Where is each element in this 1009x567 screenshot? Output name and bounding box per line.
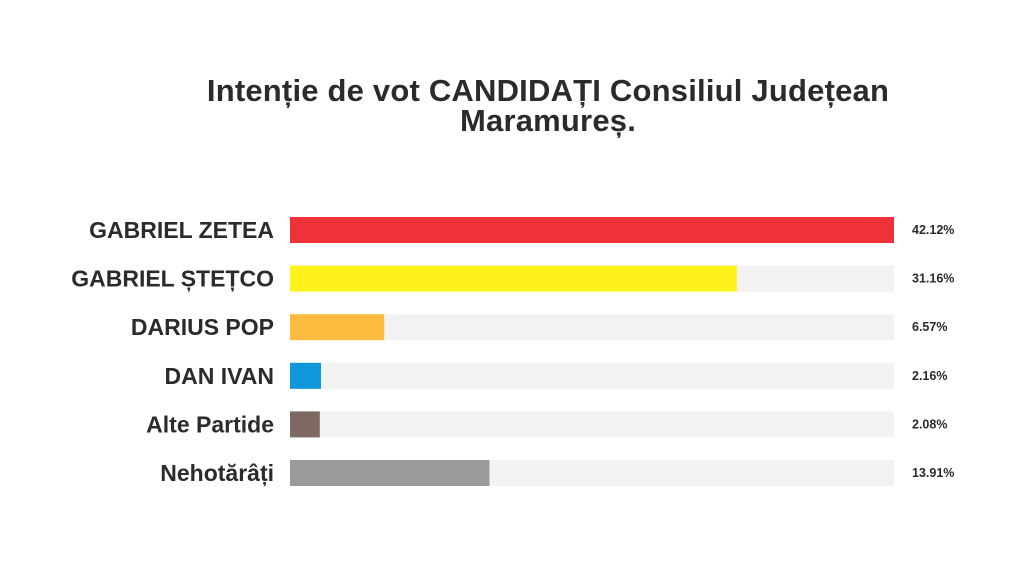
value-label: 42.12%	[912, 223, 954, 237]
bar-row: GABRIEL ZETEA 42.12%	[89, 217, 954, 243]
chart-title-line-2: Maramureș.	[459, 103, 637, 138]
bar-row: DAN IVAN 2.16%	[165, 362, 947, 389]
bar	[290, 217, 894, 243]
category-label: GABRIEL ZETEA	[89, 217, 274, 243]
chart-title: Intenție de vot CANDIDAȚI Consiliul Jude…	[120, 73, 976, 138]
chart-title-line-1: Intenție de vot CANDIDAȚI Consiliul Jude…	[206, 73, 890, 108]
category-label: Nehotărâți	[160, 460, 274, 487]
value-label: 6.57%	[912, 320, 947, 334]
bar	[290, 411, 320, 438]
bar-track	[290, 411, 894, 438]
bar	[290, 314, 385, 341]
bar-track	[290, 314, 894, 341]
bar-row: DARIUS POP 6.57%	[131, 314, 947, 341]
value-label: 31.16%	[912, 272, 954, 286]
value-label: 13.91%	[912, 466, 954, 480]
bar	[290, 362, 321, 389]
value-label: 2.16%	[912, 369, 947, 383]
value-label: 2.08%	[912, 417, 947, 431]
bar-row: Nehotărâți 13.91%	[160, 460, 954, 487]
bar	[290, 460, 490, 486]
category-label: GABRIEL ȘTEȚCO	[71, 266, 274, 293]
category-label: DAN IVAN	[165, 363, 274, 389]
bar-row: GABRIEL ȘTEȚCO 31.16%	[71, 265, 954, 293]
category-label: Alte Partide	[146, 411, 274, 437]
bar-track	[290, 362, 894, 389]
bar	[290, 265, 737, 292]
category-label: DARIUS POP	[131, 314, 274, 340]
bar-row: Alte Partide 2.08%	[146, 411, 947, 438]
